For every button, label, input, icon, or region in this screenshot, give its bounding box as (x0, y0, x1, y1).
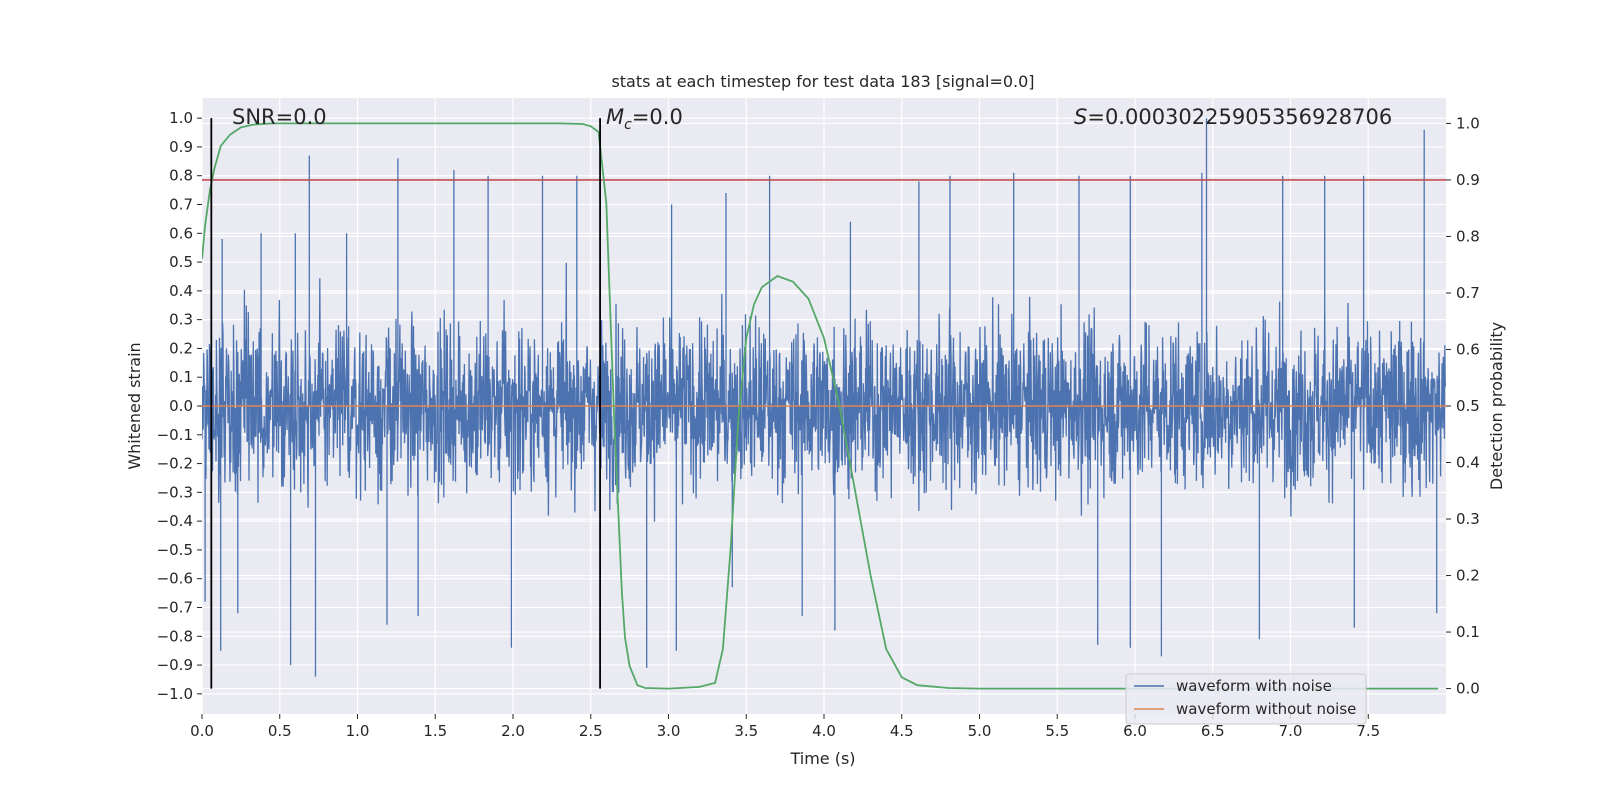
y-left-tick-label: −0.4 (157, 512, 193, 530)
y-right-tick-label: 0.9 (1456, 171, 1480, 189)
s-annotation: S=0.0003022590535692870​6 (1074, 105, 1392, 129)
x-tick-label: 5.0 (968, 722, 992, 740)
y-right-tick-label: 0.8 (1456, 227, 1480, 245)
plot-content (202, 118, 1446, 690)
y-left-tick-label: −0.5 (157, 541, 193, 559)
x-tick-label: 1.0 (346, 722, 370, 740)
y-right-tick-label: 0.6 (1456, 340, 1480, 358)
y-left-tick-label: −0.1 (157, 426, 193, 444)
x-tick-label: 1.5 (423, 722, 447, 740)
y-left-axis-ticks: 1.0 0.9 0.8 0.7 0.6 0.5 0.4 0.3 0.2 0.1 0.0 −0.1 −0.… (157, 109, 202, 703)
y-right-axis-ticks: 1.0 0.9 0.8 0.7 0.6 0.5 0.4 0.3 0.2 0.1 0.0 (1446, 114, 1480, 698)
vertical-markers (210, 118, 601, 689)
y-left-tick-label: 0.6 (169, 224, 193, 242)
y-left-tick-label: −1.0 (157, 685, 193, 703)
legend-label-noise: waveform with noise (1176, 677, 1332, 695)
y-left-tick-label: 0.1 (169, 368, 193, 386)
x-tick-label: 2.5 (579, 722, 603, 740)
mc-annotation: Mc=0.0 (606, 105, 683, 133)
series-waveform-with-noise (202, 118, 1446, 677)
chart-title: stats at each timestep for test data 183… (611, 72, 1034, 91)
y-left-tick-label: −0.3 (157, 483, 193, 501)
y-right-tick-label: 0.2 (1456, 567, 1480, 585)
legend-box (1125, 673, 1367, 725)
y-left-tick-label: 0.2 (169, 339, 193, 357)
y-right-tick-label: 0.5 (1456, 397, 1480, 415)
y-left-tick-label: −0.9 (157, 656, 193, 674)
s-value: =0.0003022590535692870​6 (1087, 105, 1392, 129)
y-right-tick-label: 0.4 (1456, 454, 1480, 472)
y-left-axis-label: Whitened strain (125, 342, 144, 469)
x-tick-label: 3.5 (734, 722, 758, 740)
x-tick-label: 4.0 (812, 722, 836, 740)
x-tick-label: 3.0 (657, 722, 681, 740)
y-right-tick-label: 0.3 (1456, 510, 1480, 528)
y-right-tick-label: 1.0 (1456, 114, 1480, 132)
x-tick-label: 7.0 (1279, 722, 1303, 740)
y-left-tick-label: −0.2 (157, 455, 193, 473)
x-axis-label: Time (s) (789, 749, 855, 768)
y-left-tick-label: 0.8 (169, 167, 193, 185)
x-tick-label: 6.5 (1201, 722, 1225, 740)
y-left-tick-label: −0.6 (157, 570, 193, 588)
x-tick-label: 0.5 (268, 722, 292, 740)
legend-label-clean: waveform without noise (1176, 700, 1356, 718)
snr-annotation: SNR=0.0 (232, 105, 327, 129)
x-tick-label: 4.5 (890, 722, 914, 740)
mc-value: =0.0 (632, 105, 683, 129)
mc-subscript: c (624, 117, 632, 133)
y-left-tick-label: 0.9 (169, 138, 193, 156)
x-tick-label: 7.5 (1356, 722, 1380, 740)
x-axis-ticks: 0.0 0.5 1.0 1.5 2.0 2.5 3.0 3.5 4.0 4.5 5.0 5.5 6.0 6… (190, 714, 1380, 740)
mc-symbol: M (606, 105, 624, 129)
y-right-axis-label: Detection probability (1487, 322, 1506, 490)
probability-trace (202, 122, 1439, 690)
series-detection-probability (202, 122, 1439, 690)
legend: waveform with noise waveform without noi… (1125, 673, 1367, 725)
y-left-tick-label: −0.7 (157, 598, 193, 616)
y-left-tick-label: 0.5 (169, 253, 193, 271)
x-tick-label: 0.0 (190, 722, 214, 740)
y-left-tick-label: −0.8 (157, 627, 193, 645)
y-left-tick-label: 0.3 (169, 311, 193, 329)
y-left-tick-label: 0.0 (169, 397, 193, 415)
y-left-tick-label: 0.7 (169, 196, 193, 214)
x-tick-label: 6.0 (1123, 722, 1147, 740)
y-left-tick-label: 1.0 (169, 109, 193, 127)
y-right-tick-label: 0.1 (1456, 623, 1480, 641)
y-right-tick-label: 0.7 (1456, 284, 1480, 302)
noise-trace (202, 118, 1446, 677)
y-right-tick-label: 0.0 (1456, 680, 1480, 698)
x-tick-label: 2.0 (501, 722, 525, 740)
x-tick-label: 5.5 (1045, 722, 1069, 740)
y-left-tick-label: 0.4 (169, 282, 193, 300)
s-symbol: S (1074, 105, 1087, 129)
